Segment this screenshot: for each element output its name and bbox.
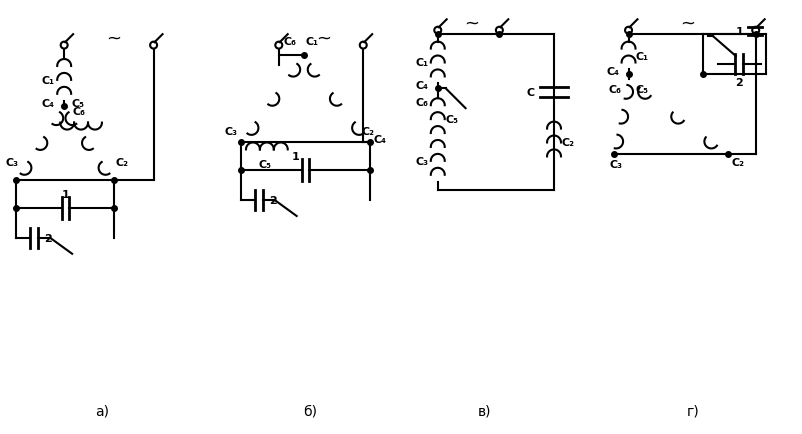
Text: C₂: C₂ xyxy=(115,158,128,168)
Text: C₂: C₂ xyxy=(731,158,743,168)
Text: C₆: C₆ xyxy=(283,37,296,47)
Text: ~: ~ xyxy=(464,14,479,32)
Text: 2: 2 xyxy=(269,196,277,206)
Text: C₅: C₅ xyxy=(71,99,84,108)
Text: а): а) xyxy=(95,404,109,418)
Text: C₂: C₂ xyxy=(361,126,375,136)
Text: 2: 2 xyxy=(44,233,52,243)
Text: C₅: C₅ xyxy=(444,115,458,125)
Text: C₆: C₆ xyxy=(415,98,427,108)
Text: 1: 1 xyxy=(291,152,299,162)
Text: C₄: C₄ xyxy=(373,135,386,145)
Text: б): б) xyxy=(303,404,317,418)
Text: в): в) xyxy=(477,404,491,418)
Text: 1: 1 xyxy=(735,27,743,37)
Text: C₄: C₄ xyxy=(42,99,55,108)
Text: C₃: C₃ xyxy=(415,157,427,167)
Text: C₃: C₃ xyxy=(225,126,237,136)
Text: C₅: C₅ xyxy=(258,160,271,170)
Text: C₃: C₃ xyxy=(609,159,622,169)
Text: ~: ~ xyxy=(678,14,694,32)
Text: 1: 1 xyxy=(61,190,69,200)
Text: C₂: C₂ xyxy=(561,138,573,148)
Text: C₄: C₄ xyxy=(415,81,427,91)
Text: C₁: C₁ xyxy=(415,58,427,68)
Text: ~: ~ xyxy=(316,29,331,47)
Text: г): г) xyxy=(686,404,699,418)
Text: C₃: C₃ xyxy=(5,158,18,168)
Text: C: C xyxy=(525,88,533,98)
Text: C₁: C₁ xyxy=(305,37,318,47)
Text: 2: 2 xyxy=(735,78,743,88)
Text: C₁: C₁ xyxy=(42,76,55,85)
Text: ~: ~ xyxy=(106,29,121,47)
Text: C₅: C₅ xyxy=(635,85,648,95)
Text: C₁: C₁ xyxy=(635,51,648,61)
Text: C₄: C₄ xyxy=(606,67,618,77)
Text: C₆: C₆ xyxy=(72,106,86,116)
Text: C₆: C₆ xyxy=(607,85,621,95)
